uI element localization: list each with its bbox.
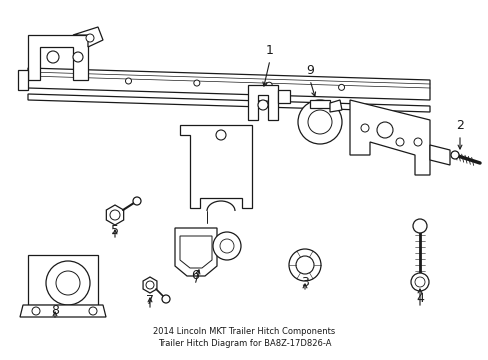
Circle shape	[338, 84, 344, 90]
Circle shape	[450, 151, 458, 159]
Polygon shape	[329, 100, 341, 112]
Circle shape	[307, 110, 331, 134]
Polygon shape	[247, 85, 278, 120]
Polygon shape	[278, 90, 289, 103]
Circle shape	[47, 51, 59, 63]
Circle shape	[376, 122, 392, 138]
Bar	[200, 150, 242, 188]
Text: 4: 4	[415, 292, 423, 305]
Text: 6: 6	[191, 269, 199, 282]
Text: 5: 5	[111, 224, 119, 237]
Polygon shape	[349, 100, 429, 175]
Circle shape	[213, 232, 241, 260]
Circle shape	[295, 256, 313, 274]
Polygon shape	[20, 305, 106, 317]
Circle shape	[265, 82, 272, 88]
Circle shape	[146, 281, 154, 289]
Text: 8: 8	[51, 304, 59, 317]
Circle shape	[258, 100, 267, 110]
Circle shape	[360, 124, 368, 132]
Bar	[309, 100, 329, 108]
Circle shape	[86, 34, 94, 42]
Circle shape	[125, 78, 131, 84]
Circle shape	[414, 277, 424, 287]
Circle shape	[220, 239, 234, 253]
Text: 7: 7	[146, 294, 154, 307]
Circle shape	[110, 210, 120, 220]
Circle shape	[73, 52, 83, 62]
Circle shape	[412, 219, 426, 233]
Circle shape	[410, 273, 428, 291]
Circle shape	[46, 261, 90, 305]
Polygon shape	[28, 255, 98, 305]
Text: 9: 9	[305, 64, 313, 77]
Text: 2014 Lincoln MKT Trailer Hitch Components
Trailer Hitch Diagram for BA8Z-17D826-: 2014 Lincoln MKT Trailer Hitch Component…	[153, 327, 335, 348]
Polygon shape	[180, 125, 251, 208]
Polygon shape	[28, 94, 429, 112]
Polygon shape	[175, 228, 217, 276]
Circle shape	[288, 249, 320, 281]
Circle shape	[216, 130, 225, 140]
Circle shape	[56, 271, 80, 295]
Polygon shape	[28, 68, 429, 100]
Circle shape	[395, 138, 403, 146]
Polygon shape	[73, 27, 103, 47]
Polygon shape	[429, 145, 449, 165]
Circle shape	[32, 307, 40, 315]
Polygon shape	[106, 205, 123, 225]
Bar	[195, 145, 246, 193]
Text: 1: 1	[265, 44, 273, 57]
Circle shape	[133, 197, 141, 205]
Polygon shape	[180, 236, 212, 268]
Circle shape	[297, 100, 341, 144]
Text: 2: 2	[455, 119, 463, 132]
Polygon shape	[28, 35, 88, 80]
Circle shape	[193, 80, 200, 86]
Polygon shape	[18, 70, 28, 90]
Polygon shape	[143, 277, 157, 293]
Circle shape	[413, 138, 421, 146]
Text: 3: 3	[301, 276, 308, 289]
Circle shape	[162, 295, 170, 303]
Circle shape	[89, 307, 97, 315]
